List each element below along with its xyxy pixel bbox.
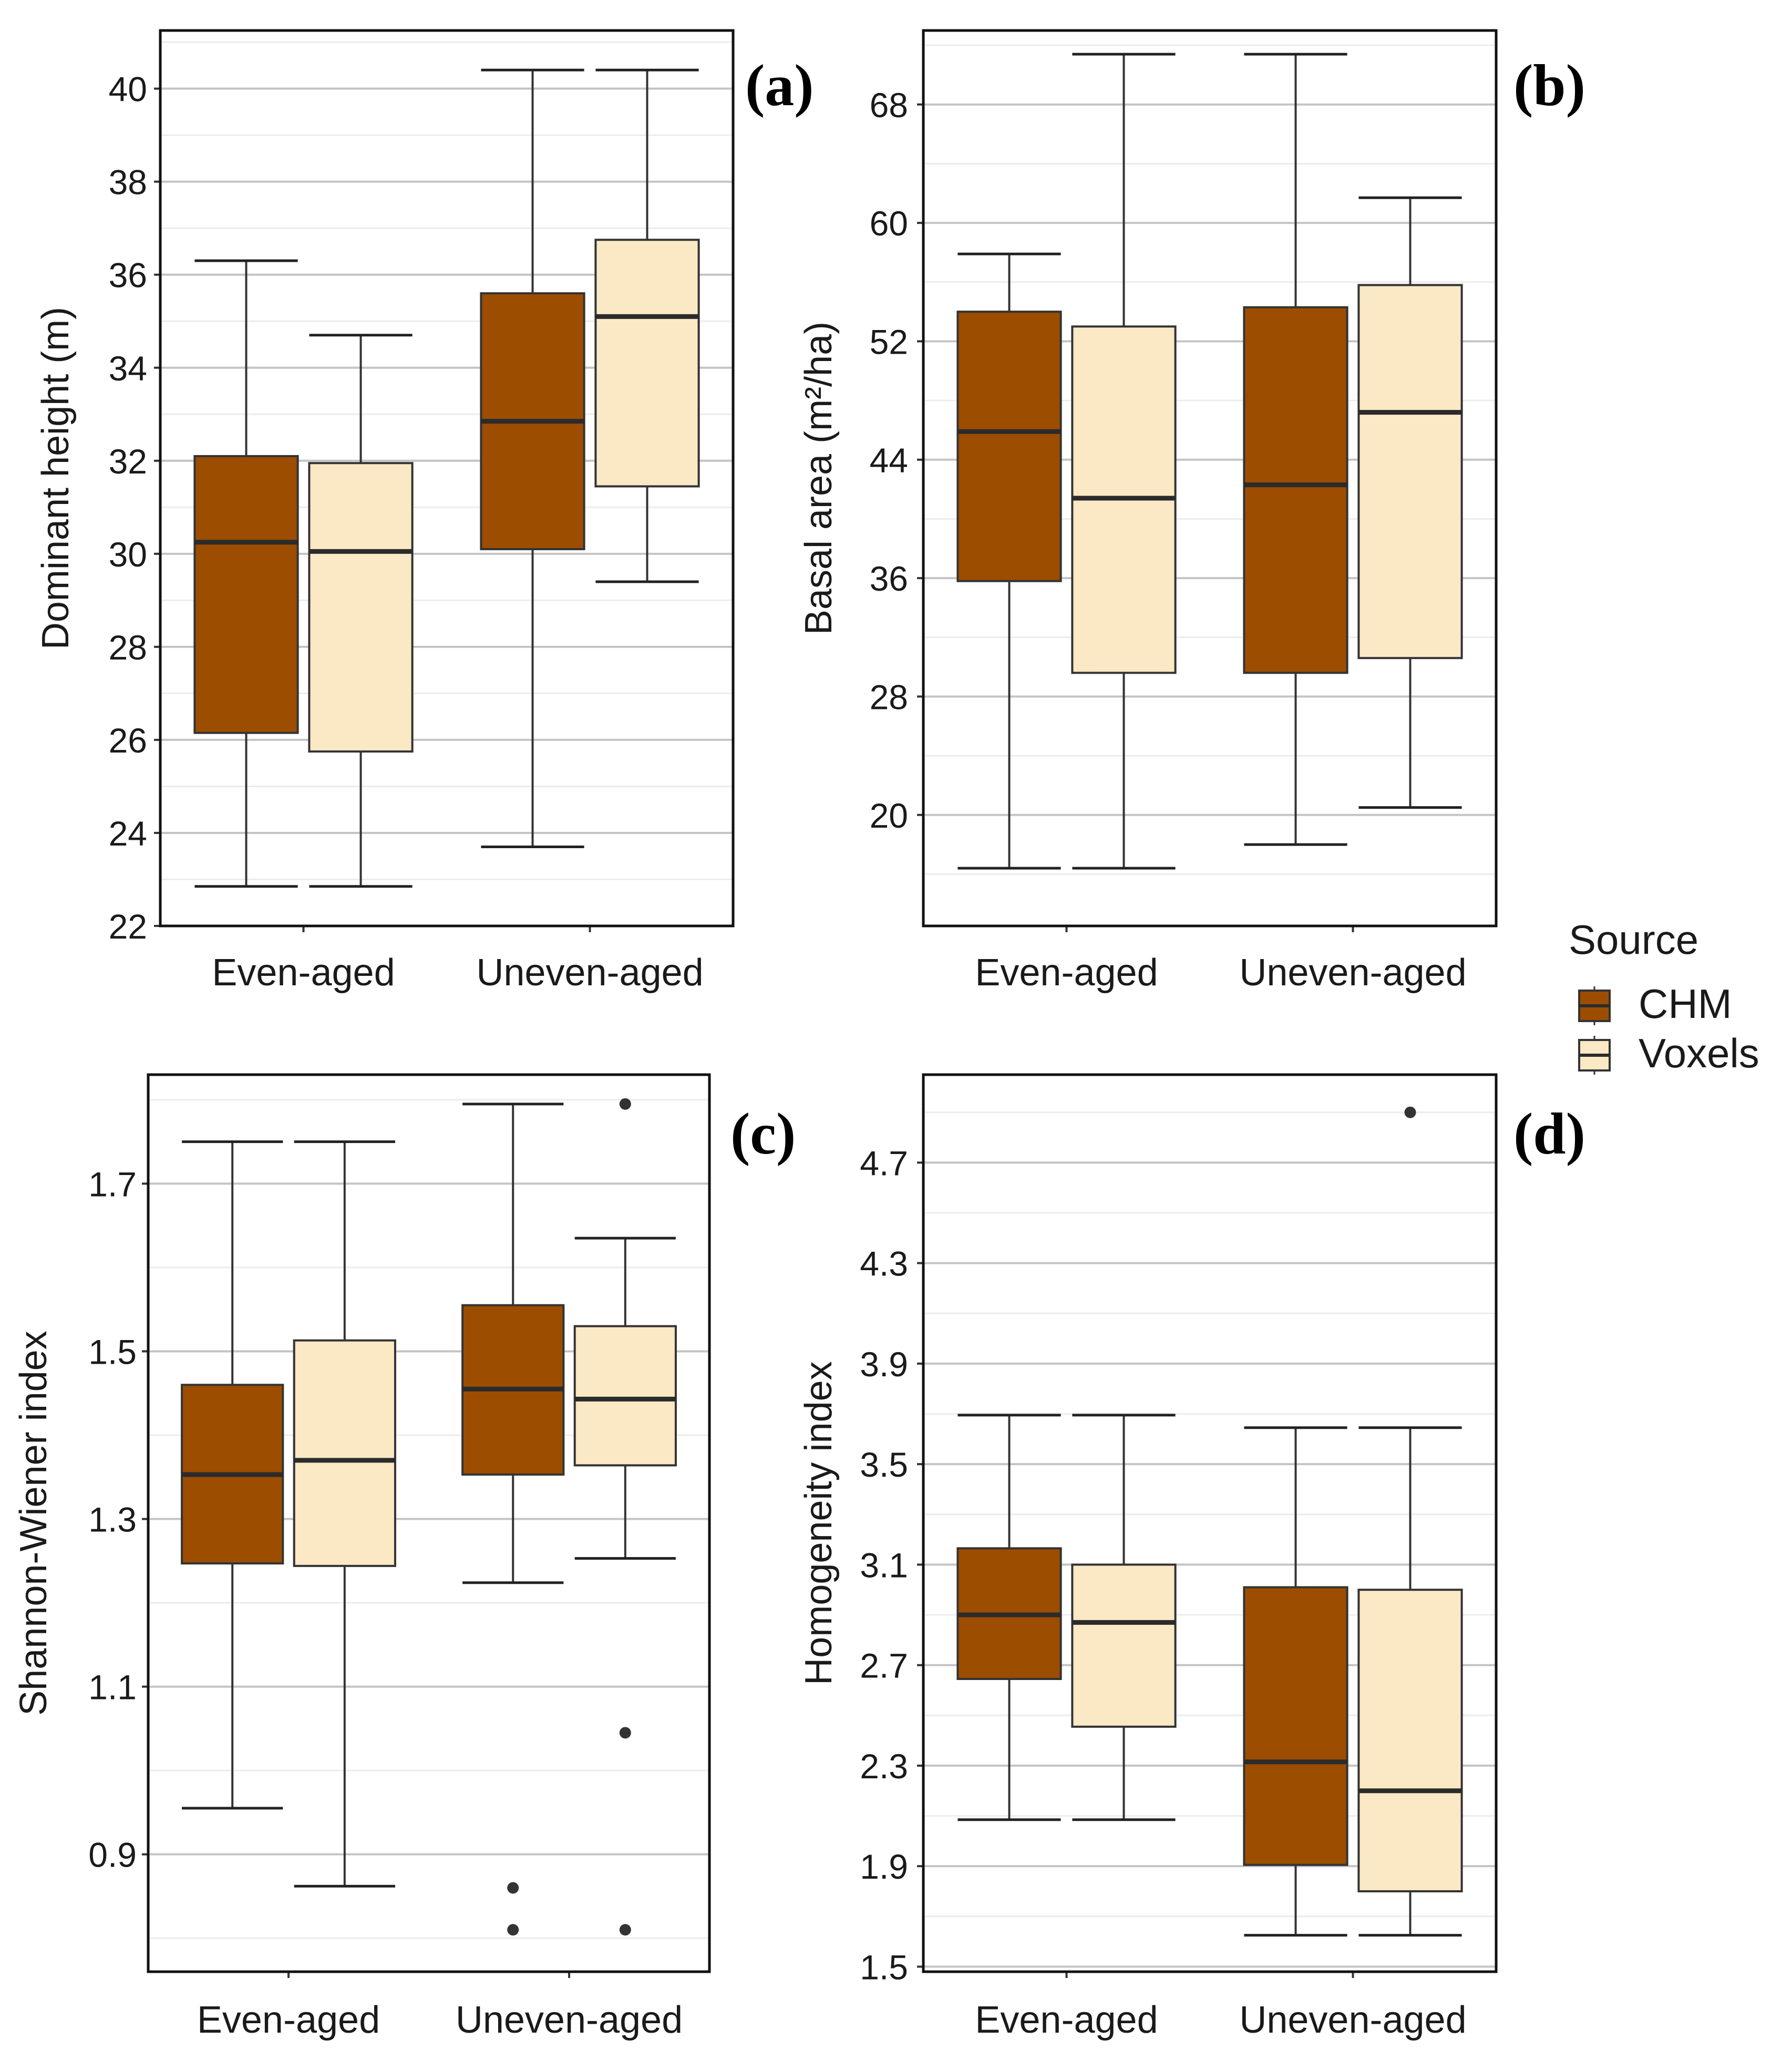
outlier-point: [507, 1882, 519, 1894]
x-category-label: Uneven-aged: [1239, 952, 1466, 994]
outlier-point: [507, 1924, 519, 1936]
iqr-box: [573, 1325, 677, 1467]
y-tick-label: 1.1: [88, 1668, 137, 1707]
y-axis-label: Dominant height (m): [35, 307, 77, 650]
x-category-label: Uneven-aged: [456, 1999, 683, 2041]
box-chm-even-aged: [956, 252, 1062, 870]
iqr-box: [1243, 306, 1348, 674]
x-category-label: Even-aged: [197, 1999, 380, 2041]
y-tick-label: 60: [870, 204, 908, 243]
legend-item-label: Voxels: [1639, 1030, 1759, 1076]
y-tick-label: 4.3: [860, 1244, 908, 1283]
y-tick-label: 26: [109, 721, 147, 760]
y-tick-label: 36: [870, 559, 908, 598]
iqr-box: [1357, 1589, 1463, 1892]
iqr-box: [594, 239, 700, 488]
box-chm-even-aged: [956, 1414, 1062, 1821]
y-tick-label: 1.7: [88, 1165, 137, 1203]
x-category-label: Uneven-aged: [1239, 1999, 1466, 2041]
box-chm-uneven-aged: [480, 68, 585, 849]
x-category-label: Uneven-aged: [476, 952, 703, 994]
y-tick-label: 30: [109, 535, 147, 574]
box-voxels-uneven-aged: [1357, 1106, 1463, 1937]
iqr-box: [308, 462, 414, 753]
iqr-box: [956, 311, 1062, 582]
outlier-point: [619, 1727, 631, 1739]
outlier-point: [619, 1924, 631, 1936]
y-tick-label: 0.9: [88, 1836, 137, 1874]
x-category-label: Even-aged: [212, 952, 395, 994]
box-voxels-uneven-aged: [573, 1098, 677, 1936]
panel-b: 20 28 36 44 52 60 68 Even-aged Uneven-aged Basal …: [798, 29, 1585, 994]
box-voxels-even-aged: [293, 1140, 396, 1888]
y-tick-label: 36: [109, 256, 147, 295]
panel-label: (b): [1513, 53, 1585, 118]
plot-frame: [922, 1073, 1498, 1973]
y-tick-label: 22: [109, 907, 147, 946]
box-voxels-even-aged: [1071, 53, 1177, 870]
legend-title: Source: [1569, 916, 1698, 963]
x-category-label: Even-aged: [975, 952, 1158, 994]
y-axis-label: Basal area (m²/ha): [798, 322, 840, 635]
y-tick-label: 3.1: [860, 1546, 908, 1584]
box-voxels-uneven-aged: [1357, 196, 1463, 809]
y-tick-label: 24: [109, 814, 147, 853]
legend-item-chm: CHM: [1578, 981, 1732, 1027]
y-tick-label: 28: [109, 628, 147, 667]
box-chm-uneven-aged: [1243, 1426, 1348, 1937]
panel-a: 22 24 26 28 30 32 34 36 38 40 Even-aged Uneven-aged…: [35, 29, 814, 994]
iqr-box: [293, 1339, 396, 1567]
y-tick-label: 40: [109, 70, 147, 109]
plot-frame: [922, 29, 1498, 928]
legend-item-voxels: Voxels: [1578, 1030, 1759, 1076]
box-chm-even-aged: [181, 1140, 284, 1810]
y-tick-label: 20: [870, 796, 908, 835]
y-tick-label: 34: [109, 349, 147, 388]
panel-c: 0.9 1.1 1.3 1.5 1.7 Even-aged Uneven-aged Shann…: [13, 1073, 796, 2041]
y-tick-label: 52: [870, 322, 908, 361]
iqr-box: [1071, 1563, 1177, 1728]
box-voxels-uneven-aged: [594, 68, 700, 583]
panel-label: (d): [1513, 1101, 1585, 1167]
plot-frame: [159, 29, 735, 928]
y-tick-label: 3.5: [860, 1445, 908, 1484]
iqr-box: [193, 455, 299, 734]
y-tick-label: 3.9: [860, 1345, 908, 1384]
panel-d: 1.5 1.9 2.3 2.7 3.1 3.5 3.9 4.3 4.7 Even-aged Unev…: [798, 1073, 1585, 2041]
legend-item-label: CHM: [1639, 981, 1732, 1027]
box-voxels-even-aged: [1071, 1414, 1177, 1821]
y-tick-label: 1.5: [860, 1948, 908, 1986]
y-tick-label: 38: [109, 163, 147, 202]
y-tick-label: 28: [870, 677, 908, 716]
y-tick-label: 1.3: [88, 1500, 137, 1539]
panel-label: (c): [730, 1101, 796, 1167]
y-tick-label: 32: [109, 442, 147, 481]
panels: 22 24 26 28 30 32 34 36 38 40 Even-aged Uneven-aged…: [13, 29, 1585, 2041]
x-category-label: Even-aged: [975, 1999, 1158, 2041]
y-axis-label: Shannon-Wiener index: [13, 1331, 55, 1715]
y-tick-label: 1.5: [88, 1332, 137, 1371]
outlier-point: [619, 1098, 631, 1110]
y-tick-label: 2.7: [860, 1646, 908, 1685]
box-chm-uneven-aged: [1243, 53, 1348, 846]
box-voxels-even-aged: [308, 334, 414, 888]
panel-label: (a): [745, 53, 814, 118]
outlier-point: [1404, 1106, 1416, 1118]
iqr-box: [1357, 284, 1463, 660]
box-chm-even-aged: [193, 259, 299, 888]
box-chm-uneven-aged: [461, 1103, 565, 1936]
y-tick-label: 68: [870, 86, 908, 125]
plot-frame: [147, 1073, 711, 1973]
y-tick-label: 4.7: [860, 1144, 908, 1182]
iqr-box: [1243, 1586, 1348, 1866]
y-tick-label: 44: [870, 441, 908, 480]
y-axis-label: Homogeneity index: [798, 1361, 840, 1685]
y-tick-label: 1.9: [860, 1847, 908, 1886]
y-tick-label: 2.3: [860, 1747, 908, 1786]
